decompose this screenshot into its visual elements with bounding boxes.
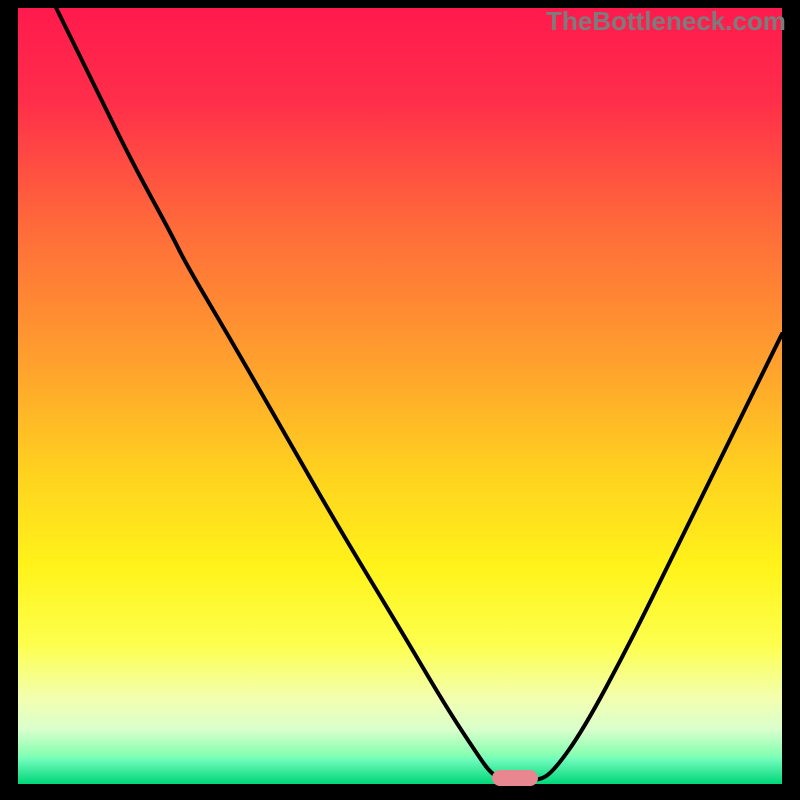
chart-container: { "chart": { "type": "line-on-gradient",… [0,0,800,800]
watermark-text: TheBottleneck.com [546,6,786,37]
bottleneck-curve [18,8,782,784]
plot-area [18,8,782,784]
optimal-marker [492,770,538,786]
